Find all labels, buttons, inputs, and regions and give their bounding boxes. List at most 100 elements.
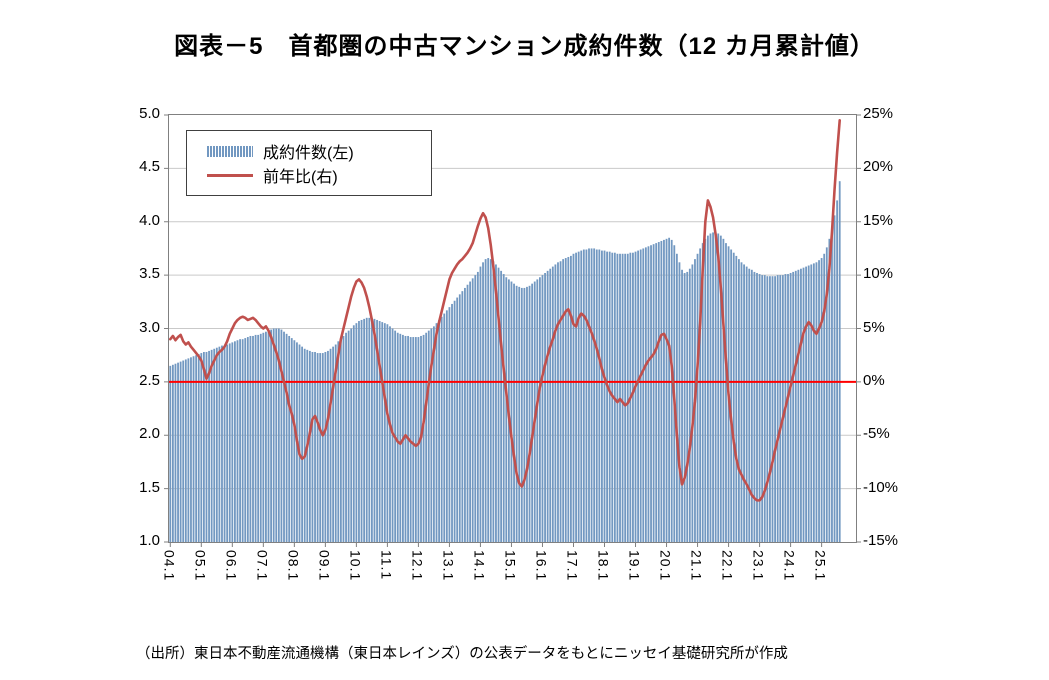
bar [451,303,453,542]
bar [732,252,735,542]
bar [585,249,588,542]
bar [435,323,438,542]
bar [781,275,784,542]
bar [657,242,660,542]
bar [228,343,231,542]
bar [337,341,340,542]
bar [701,243,704,542]
bar [184,359,187,542]
legend-item-line: 前年比(右) [207,163,431,187]
bar [541,275,544,542]
bar [192,356,195,542]
bar [234,341,236,542]
bar [298,344,301,542]
bar [567,256,570,542]
bar [717,233,720,542]
bar [231,342,234,542]
bar [484,259,487,542]
bar [241,339,244,542]
bar [489,259,492,542]
bar [515,285,518,542]
bar [526,286,528,542]
legend-bars-label: 成約件数(左) [263,145,354,162]
bar [365,317,368,542]
bar [572,253,575,542]
bar [606,251,608,542]
bar [820,258,823,542]
bar [226,344,229,542]
yoy-line [168,119,842,502]
bar [464,287,466,542]
bar [246,337,249,542]
bar [221,345,223,542]
bar [208,350,210,542]
legend-line-label: 前年比(右) [263,169,338,186]
bar [205,351,208,542]
bar [373,318,376,542]
left-axis-labels: 5.0 4.5 4.0 3.5 3.0 2.5 2.0 1.5 1.0 [98,0,160,680]
bar [280,329,283,542]
bar [810,264,813,542]
right-axis-tick-label: -15% [863,532,899,549]
bar [696,253,699,542]
x-axis-tick-label: 13.1 [440,550,457,582]
bar [210,349,213,542]
bar [414,337,417,542]
bar [637,250,640,542]
bar [518,286,521,542]
bar [497,267,500,542]
bar [378,321,381,542]
bar [417,337,420,542]
bar [650,245,652,543]
right-axis-tick-label: 20% [863,158,894,176]
bar [699,248,702,542]
bar [332,346,335,542]
bar [551,266,554,542]
x-axis-tick-label: 17.1 [564,550,581,582]
bar [626,253,629,542]
bar [492,261,495,542]
right-axis-tick-label: 25% [863,105,894,122]
bar [316,353,319,542]
bar [396,332,399,542]
bar [580,250,583,542]
bar [577,251,580,542]
bar [308,350,311,542]
bar [513,283,515,542]
bar [327,350,329,542]
bar [469,281,472,542]
x-axis-tick-label: 15.1 [502,550,519,582]
bar [675,253,678,542]
x-axis-tick-label: 16.1 [533,550,550,582]
bar [647,246,650,543]
bar [510,281,513,542]
bar [259,333,262,542]
bar [763,275,766,542]
x-axis-tick-label: 24.1 [781,550,798,582]
bar [559,261,562,542]
left-axis-tick-label: 3.0 [139,318,160,336]
bar [774,276,776,542]
x-axis-tick-label: 23.1 [750,550,767,582]
bar [608,251,611,542]
bar [590,248,593,542]
bar [179,361,182,542]
bar [549,268,552,542]
bar [223,345,226,542]
bar [800,268,802,542]
bar [171,364,174,542]
chart-title: 図表－5 首都圏の中古マンション成約件数（12 カ月累計値） [174,33,875,60]
bar [275,328,278,542]
bar [825,247,828,542]
plot-svg [164,114,861,547]
bar [262,332,265,542]
bar [601,250,603,542]
bar [500,270,503,542]
bar [753,271,756,542]
bar [288,335,291,542]
bar [448,307,451,542]
bar [311,351,314,542]
bar [215,347,218,542]
bar [293,340,296,542]
right-axis-tick-label: 10% [863,265,894,283]
